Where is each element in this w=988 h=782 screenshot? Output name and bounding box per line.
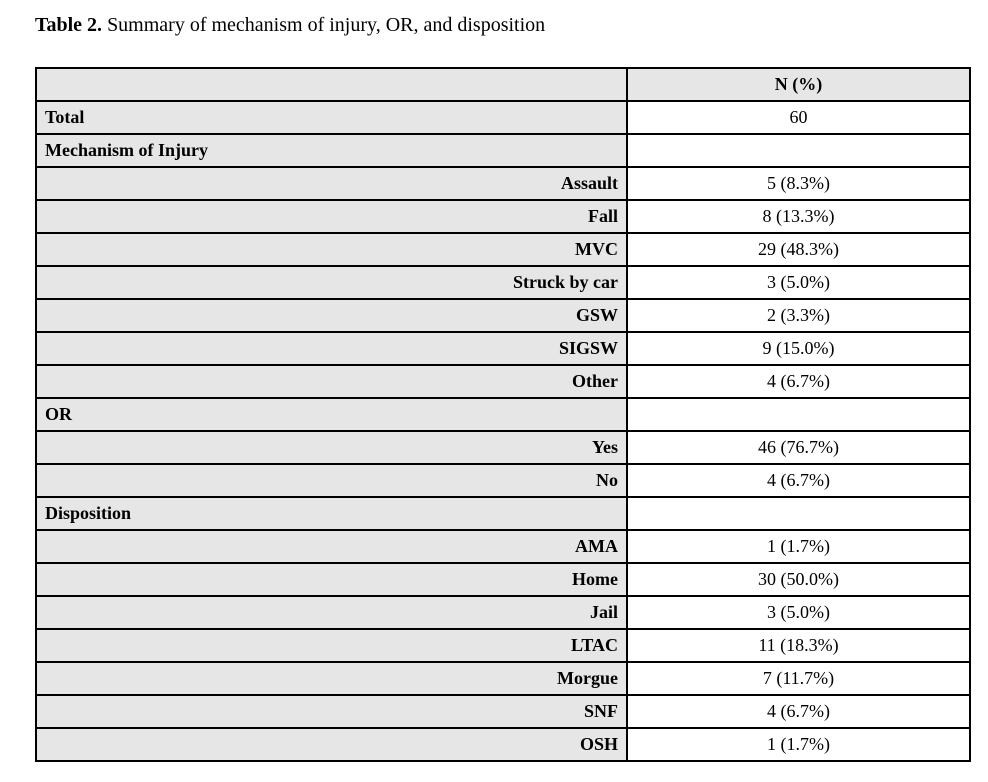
table-row: GSW 2 (3.3%)	[35, 298, 971, 333]
row-label: Morgue	[35, 661, 628, 696]
table-row: OSH 1 (1.7%)	[35, 727, 971, 762]
table-header: N (%)	[35, 67, 971, 102]
summary-table: N (%) Total 60 Mechanism of Injury Assault 5…	[35, 67, 971, 762]
row-label: GSW	[35, 298, 628, 333]
row-value: 8 (13.3%)	[626, 199, 971, 234]
row-value	[626, 133, 971, 168]
row-value: 4 (6.7%)	[626, 694, 971, 729]
table-row: Mechanism of Injury	[35, 133, 971, 168]
header-row: N (%)	[35, 67, 971, 102]
row-value: 3 (5.0%)	[626, 265, 971, 300]
row-value: 9 (15.0%)	[626, 331, 971, 366]
row-label: LTAC	[35, 628, 628, 663]
row-label: Home	[35, 562, 628, 597]
row-label: Total	[35, 100, 628, 135]
value-column-header: N (%)	[626, 67, 971, 102]
row-label: Struck by car	[35, 265, 628, 300]
table-row: Morgue 7 (11.7%)	[35, 661, 971, 696]
table-row: MVC 29 (48.3%)	[35, 232, 971, 267]
row-value: 46 (76.7%)	[626, 430, 971, 465]
row-label: Other	[35, 364, 628, 399]
table-row: No 4 (6.7%)	[35, 463, 971, 498]
row-value: 29 (48.3%)	[626, 232, 971, 267]
table-caption: Table 2. Summary of mechanism of injury,…	[35, 12, 545, 38]
row-label: OR	[35, 397, 628, 432]
table-row: OR	[35, 397, 971, 432]
table-row: Other 4 (6.7%)	[35, 364, 971, 399]
table-row: SIGSW 9 (15.0%)	[35, 331, 971, 366]
row-value: 1 (1.7%)	[626, 727, 971, 762]
row-value: 7 (11.7%)	[626, 661, 971, 696]
row-value: 4 (6.7%)	[626, 364, 971, 399]
row-label: Yes	[35, 430, 628, 465]
table-row: LTAC 11 (18.3%)	[35, 628, 971, 663]
row-value	[626, 496, 971, 531]
row-value: 3 (5.0%)	[626, 595, 971, 630]
table-row: Assault 5 (8.3%)	[35, 166, 971, 201]
table-row: Yes 46 (76.7%)	[35, 430, 971, 465]
table-body: Total 60 Mechanism of Injury Assault 5 (8.3%…	[35, 100, 971, 762]
row-value: 60	[626, 100, 971, 135]
table-caption-label: Table 2.	[35, 14, 103, 36]
row-label: Jail	[35, 595, 628, 630]
table-row: AMA 1 (1.7%)	[35, 529, 971, 564]
row-label: AMA	[35, 529, 628, 564]
row-label: MVC	[35, 232, 628, 267]
table-row: Home 30 (50.0%)	[35, 562, 971, 597]
table-row: Total 60	[35, 100, 971, 135]
row-value: 1 (1.7%)	[626, 529, 971, 564]
table-row: Jail 3 (5.0%)	[35, 595, 971, 630]
table-row: SNF 4 (6.7%)	[35, 694, 971, 729]
row-label: SIGSW	[35, 331, 628, 366]
row-label: Assault	[35, 166, 628, 201]
row-label: SNF	[35, 694, 628, 729]
row-value: 2 (3.3%)	[626, 298, 971, 333]
row-label: Fall	[35, 199, 628, 234]
table-row: Fall 8 (13.3%)	[35, 199, 971, 234]
table-row: Struck by car 3 (5.0%)	[35, 265, 971, 300]
row-label: Disposition	[35, 496, 628, 531]
row-value: 4 (6.7%)	[626, 463, 971, 498]
label-column-header	[35, 67, 628, 102]
row-value: 11 (18.3%)	[626, 628, 971, 663]
row-label: No	[35, 463, 628, 498]
row-value	[626, 397, 971, 432]
row-label: OSH	[35, 727, 628, 762]
row-value: 5 (8.3%)	[626, 166, 971, 201]
row-value: 30 (50.0%)	[626, 562, 971, 597]
table-row: Disposition	[35, 496, 971, 531]
table-caption-text: Summary of mechanism of injury, OR, and …	[102, 14, 546, 36]
row-label: Mechanism of Injury	[35, 133, 628, 168]
